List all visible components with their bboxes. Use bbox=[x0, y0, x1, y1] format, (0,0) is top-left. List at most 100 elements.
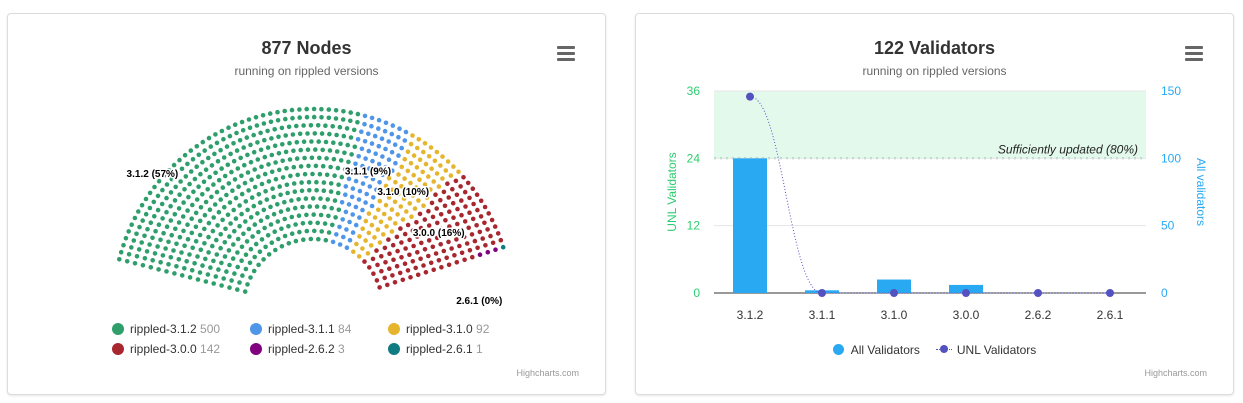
item-dot bbox=[271, 211, 277, 217]
credits-link[interactable]: Highcharts.com bbox=[1144, 368, 1207, 378]
line-point-unl-validators[interactable] bbox=[1106, 289, 1114, 297]
item-dot bbox=[155, 207, 161, 213]
item-dot bbox=[372, 215, 378, 220]
item-dot bbox=[219, 128, 225, 134]
item-dot bbox=[212, 202, 218, 207]
item-dot bbox=[320, 163, 326, 169]
item-dot bbox=[280, 142, 285, 147]
item-series-rippled-3.1.0[interactable] bbox=[351, 133, 461, 259]
item-dot bbox=[248, 142, 253, 148]
legend-item[interactable]: UNL Validators bbox=[935, 343, 1036, 357]
legend-item[interactable]: rippled-3.0.0 142 bbox=[112, 342, 220, 356]
line-point-unl-validators[interactable] bbox=[890, 289, 898, 297]
item-dot bbox=[216, 209, 222, 215]
hamburger-menu-icon[interactable] bbox=[557, 46, 575, 62]
legend-label: rippled-3.1.2 bbox=[130, 322, 201, 336]
item-dot bbox=[297, 107, 302, 112]
item-dot bbox=[158, 260, 163, 265]
chart-subtitle: running on rippled versions bbox=[862, 64, 1007, 78]
legend-item[interactable]: rippled-3.1.1 84 bbox=[250, 322, 351, 336]
item-dot bbox=[298, 164, 304, 169]
item-dot bbox=[498, 237, 504, 243]
bar-all-validators[interactable] bbox=[733, 158, 767, 293]
item-dot bbox=[307, 188, 312, 193]
item-dot bbox=[319, 131, 325, 136]
item-dot bbox=[136, 209, 141, 214]
item-dot bbox=[261, 257, 266, 262]
item-dot bbox=[301, 123, 306, 128]
item-dot bbox=[359, 146, 365, 152]
item-dot bbox=[443, 168, 449, 173]
item-dot bbox=[270, 186, 275, 191]
item-dot bbox=[383, 183, 389, 189]
item-dot bbox=[203, 279, 209, 284]
item-series-rippled-2.6.1[interactable] bbox=[500, 244, 506, 250]
legend-item[interactable]: rippled-3.1.2 500 bbox=[112, 322, 220, 336]
item-dot bbox=[363, 218, 369, 224]
item-dot bbox=[396, 172, 401, 177]
item-dot bbox=[495, 231, 501, 236]
item-dot bbox=[439, 265, 444, 270]
item-dot bbox=[275, 109, 280, 115]
legend-marker bbox=[112, 343, 124, 355]
legend-item[interactable]: All Validators bbox=[832, 343, 920, 357]
item-dot bbox=[148, 265, 154, 270]
item-dot bbox=[319, 229, 325, 234]
item-dot bbox=[187, 181, 192, 187]
item-series-rippled-3.1.1[interactable] bbox=[330, 113, 409, 250]
item-dot bbox=[231, 242, 236, 247]
line-point-unl-validators[interactable] bbox=[746, 92, 754, 101]
item-dot bbox=[229, 278, 234, 283]
item-dot bbox=[234, 130, 239, 136]
item-dot bbox=[333, 108, 339, 113]
item-dot bbox=[383, 164, 389, 170]
item-dot bbox=[226, 181, 232, 186]
item-dot bbox=[304, 114, 310, 120]
item-dot bbox=[381, 211, 387, 217]
line-point-unl-validators[interactable] bbox=[962, 289, 970, 297]
item-dot bbox=[467, 210, 472, 215]
item-dot bbox=[245, 282, 250, 287]
item-dot bbox=[202, 148, 207, 153]
item-dot bbox=[383, 120, 389, 126]
item-dot bbox=[182, 187, 187, 192]
item-dot bbox=[276, 236, 281, 242]
item-dot bbox=[429, 166, 434, 171]
item-dot bbox=[194, 197, 200, 202]
item-dot bbox=[283, 133, 289, 138]
item-dot bbox=[360, 226, 366, 231]
item-dot bbox=[346, 176, 352, 182]
item-dot bbox=[222, 173, 228, 179]
item-dot bbox=[219, 260, 224, 266]
bar-all-validators[interactable] bbox=[949, 284, 983, 293]
item-dot bbox=[307, 204, 313, 209]
item-dot bbox=[402, 231, 408, 237]
item-dot bbox=[446, 195, 452, 200]
legend-item[interactable]: rippled-2.6.2 3 bbox=[250, 342, 345, 356]
item-dot bbox=[360, 207, 365, 213]
item-dot bbox=[282, 199, 287, 205]
line-point-unl-validators[interactable] bbox=[818, 289, 826, 297]
item-series-rippled-3.0.0[interactable] bbox=[362, 175, 504, 290]
item-dot bbox=[134, 254, 140, 259]
item-dot bbox=[288, 173, 293, 179]
item-series-rippled-3.1.2[interactable] bbox=[117, 106, 361, 294]
legend-item[interactable]: rippled-2.6.1 1 bbox=[388, 342, 483, 356]
item-dot bbox=[285, 207, 291, 212]
credits-link[interactable]: Highcharts.com bbox=[516, 368, 579, 378]
item-dot bbox=[353, 161, 358, 167]
item-dot bbox=[265, 233, 271, 238]
item-dot bbox=[255, 140, 260, 145]
line-point-unl-validators[interactable] bbox=[1034, 289, 1042, 297]
hamburger-menu-icon[interactable] bbox=[1185, 46, 1203, 62]
item-series-rippled-2.6.2[interactable] bbox=[477, 247, 498, 257]
item-dot bbox=[293, 238, 299, 244]
item-dot bbox=[177, 192, 182, 197]
item-dot bbox=[147, 242, 152, 247]
legend-item[interactable]: rippled-3.1.0 92 bbox=[388, 322, 489, 336]
item-dot bbox=[309, 155, 315, 161]
item-dot bbox=[179, 250, 184, 255]
bar-all-validators[interactable] bbox=[877, 279, 911, 293]
item-dot bbox=[426, 208, 431, 214]
item-dot bbox=[389, 207, 395, 212]
